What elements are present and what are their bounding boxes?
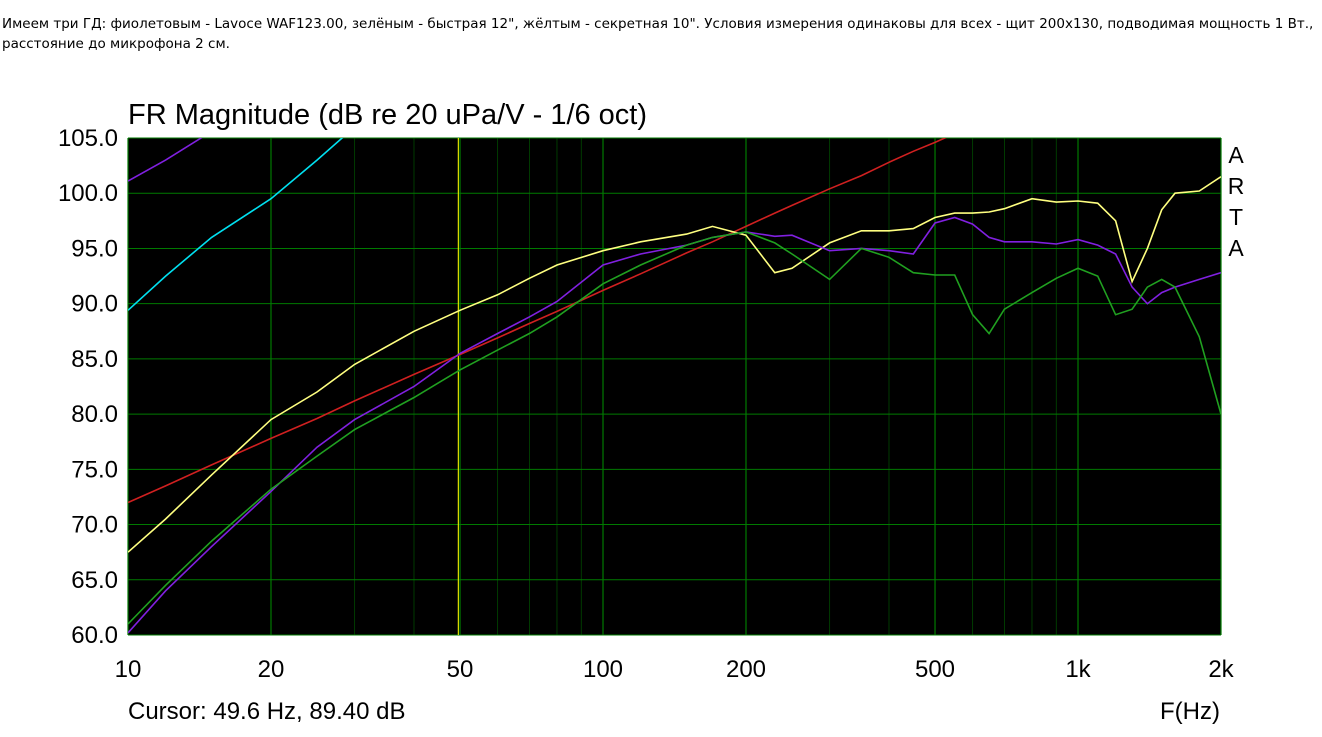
y-tick-label: 85.0 — [71, 346, 118, 373]
series-line — [128, 231, 1221, 625]
y-tick-label: 105.0 — [58, 125, 118, 152]
series-line — [128, 138, 203, 182]
y-tick-label: 90.0 — [71, 291, 118, 318]
y-tick-label: 70.0 — [71, 512, 118, 539]
post-text: Имеем три ГД: фиолетовым - Lavoce WAF123… — [2, 16, 1314, 52]
plot-background — [128, 138, 1221, 635]
chart-title: FR Magnitude (dB re 20 uPa/V - 1/6 oct) — [128, 99, 647, 131]
x-tick-label: 1k — [1065, 656, 1091, 683]
x-tick-label: 20 — [258, 656, 285, 683]
side-label-letter: A — [1228, 235, 1244, 261]
x-tick-label: 100 — [583, 656, 623, 683]
x-tick-label: 500 — [915, 656, 955, 683]
y-tick-label: 60.0 — [71, 622, 118, 649]
x-tick-label: 50 — [447, 656, 474, 683]
y-tick-label: 65.0 — [71, 567, 118, 594]
y-tick-label: 95.0 — [71, 235, 118, 262]
side-label-letter: A — [1228, 142, 1244, 168]
x-tick-label: 2k — [1208, 656, 1234, 683]
cursor-readout: Cursor: 49.6 Hz, 89.40 dB — [128, 698, 405, 725]
series-line — [128, 216, 1221, 634]
y-tick-label: 100.0 — [58, 180, 118, 207]
x-tick-label: 10 — [115, 656, 142, 683]
series-line — [128, 138, 947, 504]
side-label-letter: R — [1228, 173, 1245, 199]
side-label-letter: T — [1229, 204, 1243, 230]
y-tick-label: 75.0 — [71, 456, 118, 483]
x-tick-label: 200 — [726, 656, 766, 683]
x-axis-label: F(Hz) — [1160, 698, 1220, 725]
series-line — [128, 138, 344, 311]
series-line — [128, 176, 1221, 553]
y-tick-label: 80.0 — [71, 401, 118, 428]
